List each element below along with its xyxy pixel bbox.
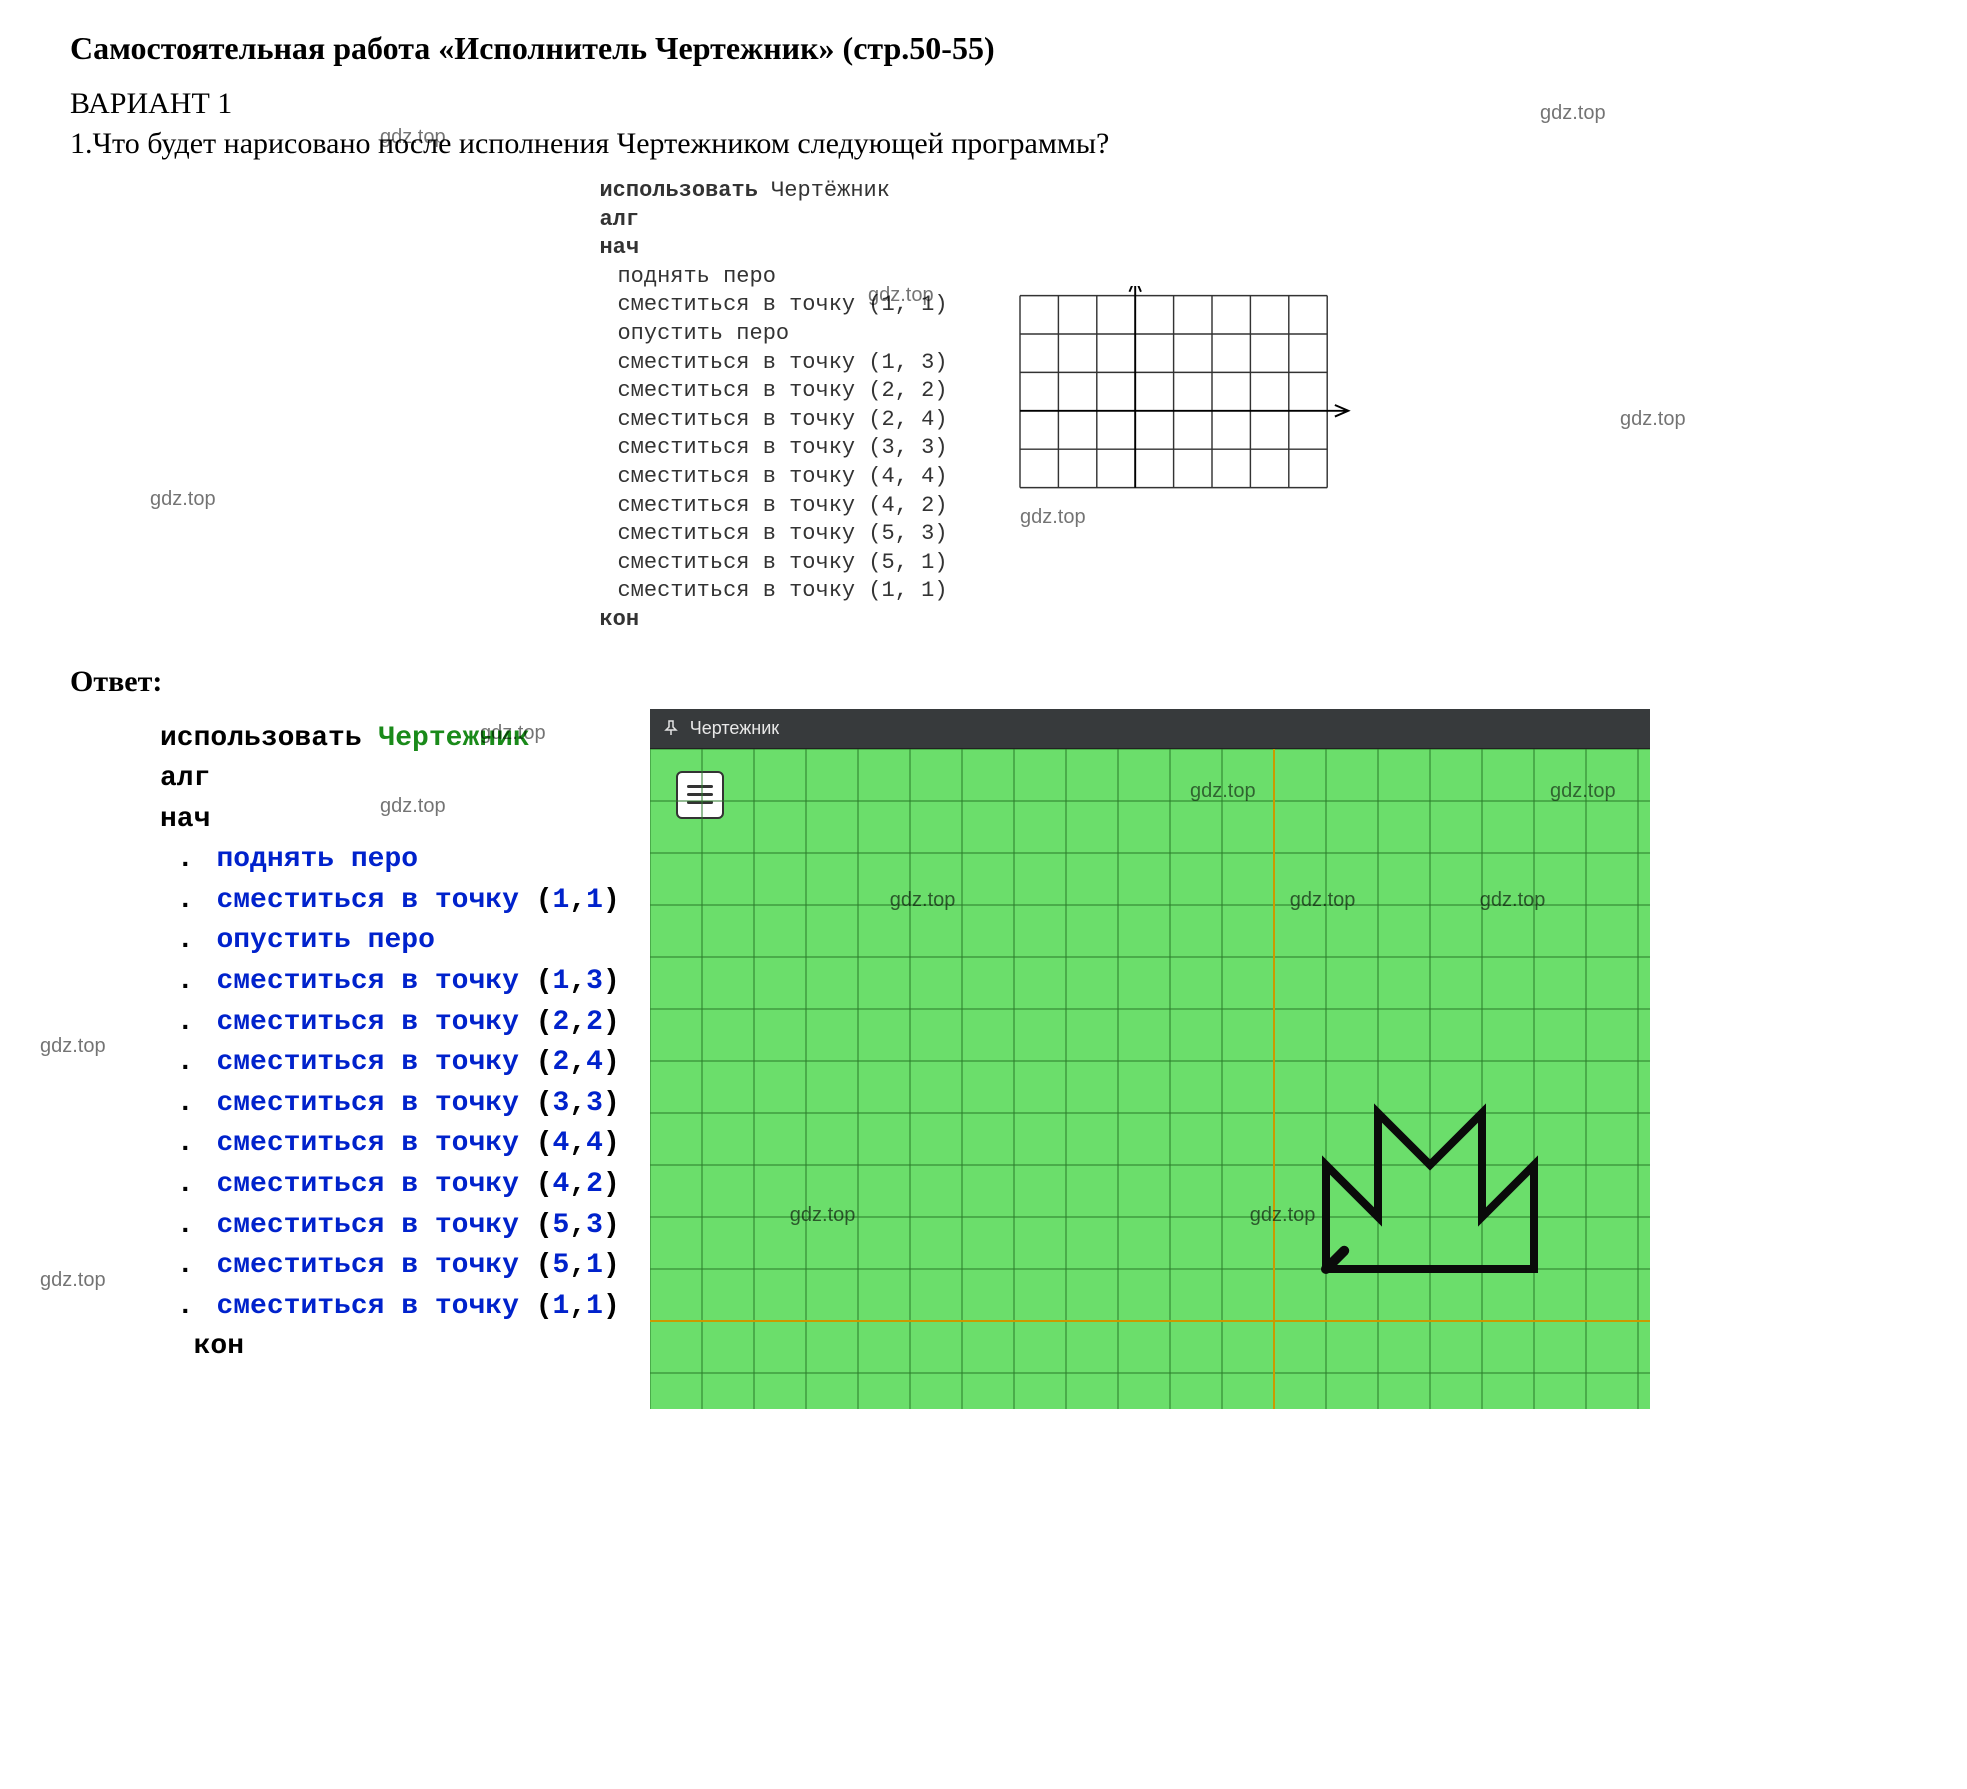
variant-label: ВАРИАНТ 1 xyxy=(40,87,1927,121)
answer-label: Ответ: xyxy=(70,665,1927,699)
task-block: использовать Чертёжникалгначподнять перо… xyxy=(40,177,1927,635)
answer-container: использовать Чертежникалгнач . поднять п… xyxy=(150,709,1927,1409)
task-empty-grid xyxy=(1008,177,1368,635)
task-code: использовать Чертёжникалгначподнять перо… xyxy=(599,177,947,635)
watermark: gdz.top xyxy=(40,1269,106,1292)
canvas-panel: Чертежник gdz.topgdz.topgdz.topgdz.topgd… xyxy=(650,709,1650,1409)
canvas-title: Чертежник xyxy=(690,718,779,739)
answer-code: использовать Чертежникалгнач . поднять п… xyxy=(150,709,650,1379)
question-text: 1.Что будет нарисовано после исполнения … xyxy=(40,127,1927,161)
canvas-body: gdz.topgdz.topgdz.topgdz.topgdz.top xyxy=(650,749,1650,1409)
canvas-titlebar: Чертежник xyxy=(650,709,1650,749)
task-grid-svg xyxy=(1008,286,1368,526)
watermark: gdz.top xyxy=(40,1035,106,1058)
page-title: Самостоятельная работа «Исполнитель Черт… xyxy=(40,30,1927,67)
canvas-svg xyxy=(650,749,1650,1409)
pin-icon xyxy=(660,717,682,739)
